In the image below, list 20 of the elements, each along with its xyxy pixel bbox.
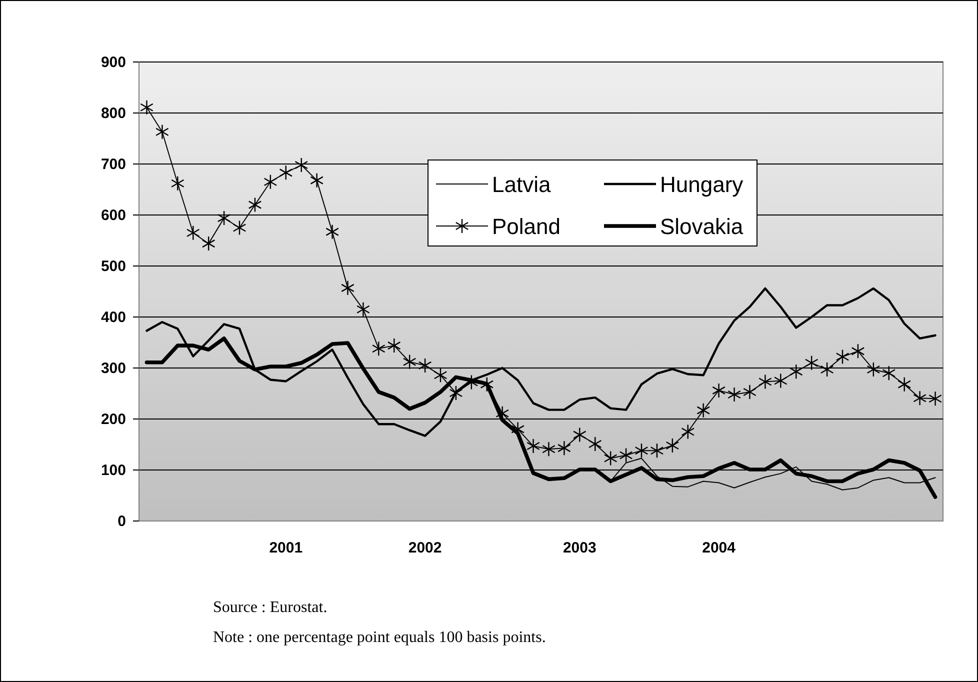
y-tick-label: 900 bbox=[100, 54, 126, 71]
x-tick-label: 2002 bbox=[408, 540, 442, 556]
y-tick-label: 800 bbox=[100, 104, 126, 122]
y-tick-label: 100 bbox=[100, 462, 126, 479]
x-tick-label: 2004 bbox=[702, 540, 736, 556]
source-note: Source : Eurostat. bbox=[213, 599, 328, 616]
x-tick-label: 2003 bbox=[562, 540, 596, 556]
text: Note : one percentage point equals 100 basis points. bbox=[213, 629, 546, 646]
legend-label: Hungary bbox=[660, 172, 744, 197]
legend-label: Poland bbox=[492, 214, 561, 239]
y-tick-label: 200 bbox=[100, 410, 126, 428]
y-tick-label: 400 bbox=[100, 308, 126, 326]
y-tick-label: 700 bbox=[100, 156, 126, 173]
y-tick-label: 500 bbox=[100, 258, 126, 275]
y-tick-label: 300 bbox=[100, 360, 126, 377]
legend-label: Slovakia bbox=[660, 214, 744, 239]
y-tick-label: 0 bbox=[118, 512, 126, 530]
y-tick-label: 600 bbox=[100, 206, 126, 224]
x-tick-label: 2001 bbox=[269, 540, 303, 556]
legend-label: Latvia bbox=[492, 172, 552, 197]
